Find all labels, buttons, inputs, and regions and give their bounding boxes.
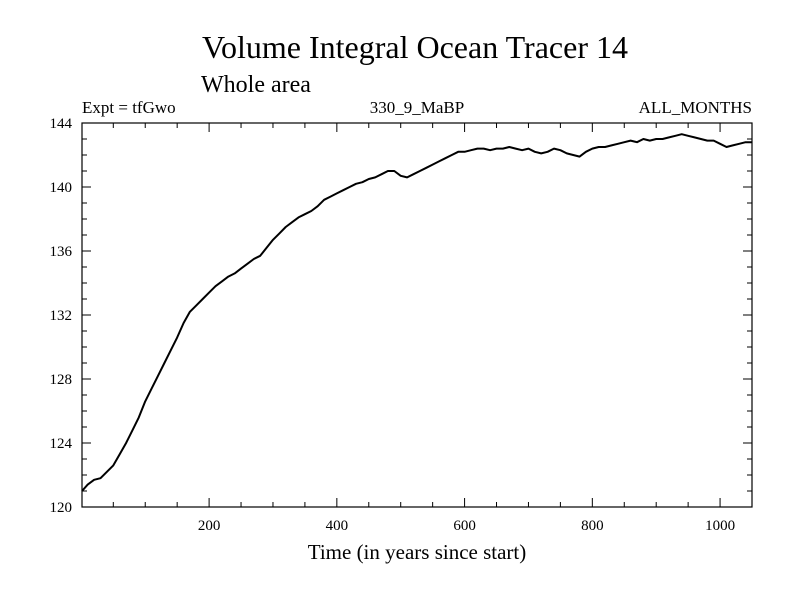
x-tick-label: 400 [326,518,349,534]
chart-subtitle: Whole area [201,72,311,98]
y-tick-label: 128 [50,372,73,388]
y-tick-label: 136 [50,244,73,260]
months-label: ALL_MONTHS [639,98,752,117]
y-tick-label: 140 [50,180,73,196]
y-tick-label: 120 [50,500,73,516]
axis-ticks [82,122,753,508]
x-tick-label: 1000 [705,518,735,534]
y-tick-label: 144 [50,116,73,132]
series-line-0 [81,133,752,492]
period-label: 330_9_MaBP [370,98,464,117]
chart-title: Volume Integral Ocean Tracer 14 [202,29,628,65]
axis-tick-labels: 200 400 600 800 1000 120 124 128 132 136 140 144 [50,116,736,534]
x-tick-label: 600 [453,518,476,534]
y-tick-label: 124 [50,436,73,452]
x-tick-label: 800 [581,518,604,534]
y-tick-label: 132 [50,308,73,324]
x-axis-label: Time (in years since start) [308,540,527,564]
series-layer [81,133,752,492]
plot-frame [81,122,753,508]
x-tick-label: 200 [198,518,221,534]
expt-label: Expt = tfGwo [82,98,176,117]
